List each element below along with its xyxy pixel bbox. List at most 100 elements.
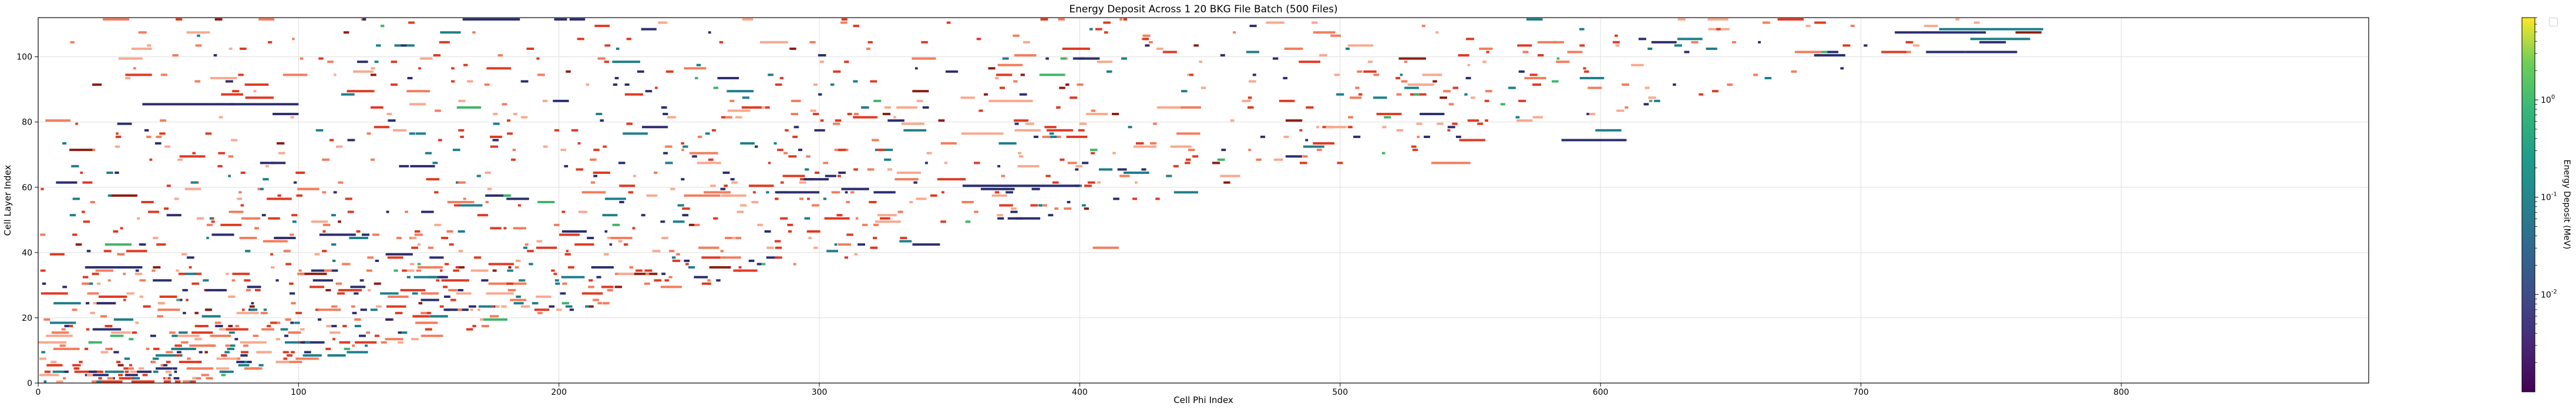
data-cell — [1447, 129, 1451, 132]
data-cell — [1673, 83, 1676, 86]
data-cell — [775, 256, 782, 259]
data-cell — [1881, 51, 1907, 53]
data-cell — [110, 334, 124, 337]
data-cell — [981, 132, 1004, 135]
data-cell — [614, 273, 620, 276]
y-tick-label: 60 — [22, 183, 32, 193]
data-cell — [612, 223, 620, 226]
data-cell — [234, 338, 238, 341]
data-cell — [469, 305, 476, 308]
data-cell — [292, 38, 295, 41]
data-cell — [873, 99, 882, 102]
data-cell — [158, 302, 165, 305]
data-cell — [225, 344, 230, 347]
data-cell — [147, 44, 152, 47]
data-cell — [298, 341, 304, 344]
data-cell — [470, 269, 489, 272]
data-cell — [1001, 174, 1005, 177]
data-cell — [359, 334, 366, 337]
data-cell — [247, 286, 261, 288]
data-cell — [793, 263, 796, 266]
data-cell — [304, 351, 311, 354]
data-cell — [825, 174, 836, 177]
data-cell — [641, 28, 657, 31]
data-cell — [1973, 21, 1980, 24]
data-cell — [86, 250, 91, 253]
data-cell — [655, 86, 658, 89]
data-cell — [607, 237, 610, 240]
data-cell — [408, 21, 415, 24]
data-cell — [1347, 126, 1353, 129]
data-cell — [326, 325, 332, 328]
data-cell — [1579, 76, 1605, 79]
data-cell — [452, 149, 460, 152]
data-cell — [405, 210, 408, 213]
data-cell — [787, 223, 793, 226]
data-cell — [150, 334, 156, 337]
data-cell — [339, 341, 351, 344]
data-cell — [610, 237, 633, 240]
data-cell — [451, 67, 455, 70]
data-cell — [186, 298, 189, 301]
data-cell — [551, 269, 555, 272]
x-tick-label: 800 — [2113, 388, 2129, 397]
data-cell — [458, 250, 463, 253]
data-cell — [818, 93, 822, 96]
data-cell — [1142, 34, 1151, 37]
data-cell — [276, 237, 292, 240]
data-cell — [421, 334, 443, 337]
track-segment — [962, 184, 1080, 187]
data-cell — [536, 246, 557, 249]
data-cell — [113, 351, 119, 354]
data-cell — [214, 18, 223, 21]
colorbar-ticks: 100 10-1 10-2 — [2535, 17, 2557, 363]
data-cell — [285, 318, 291, 321]
data-cell — [153, 279, 172, 282]
data-cell — [253, 90, 257, 93]
data-cell — [665, 145, 672, 148]
data-cell — [510, 298, 527, 301]
data-cell — [565, 305, 573, 308]
data-cell — [1247, 106, 1254, 109]
data-cell — [517, 204, 522, 207]
data-cell — [722, 172, 730, 174]
data-cell — [292, 220, 297, 223]
y-axis: 0 20 40 60 80 100 — [16, 53, 38, 388]
data-cell — [82, 181, 93, 184]
data-cell — [618, 273, 634, 276]
data-cell — [251, 302, 254, 305]
data-cell — [490, 135, 502, 138]
data-cell — [1677, 18, 1686, 21]
track-segment — [980, 187, 1015, 190]
data-cell — [596, 113, 603, 116]
data-cell — [912, 57, 936, 60]
data-cell — [1084, 184, 1092, 187]
data-cell — [160, 73, 167, 76]
data-cell — [681, 178, 685, 181]
data-cell — [263, 178, 269, 181]
data-cell — [370, 73, 376, 76]
data-cell — [1707, 18, 1728, 21]
data-cell — [1414, 93, 1420, 96]
data-cell — [661, 273, 666, 276]
data-cell — [596, 276, 601, 278]
data-cell — [1864, 44, 1868, 47]
data-cell — [1586, 113, 1589, 116]
data-cell — [527, 250, 534, 253]
data-cell — [485, 194, 510, 197]
data-cell — [1189, 73, 1194, 76]
data-cell — [1066, 135, 1088, 138]
data-cell — [204, 351, 208, 354]
data-cell — [305, 341, 311, 344]
data-cell — [559, 233, 580, 236]
data-cell — [181, 253, 187, 256]
data-cell — [1485, 90, 1492, 93]
data-cell — [1346, 47, 1350, 50]
chart-title: Energy Deposit Across 1 20 BKG File Batc… — [1069, 4, 1337, 15]
data-cell — [456, 292, 472, 295]
track-segment — [1561, 139, 1627, 142]
data-cell — [460, 135, 464, 138]
data-cell — [117, 364, 124, 367]
data-cell — [520, 80, 529, 83]
